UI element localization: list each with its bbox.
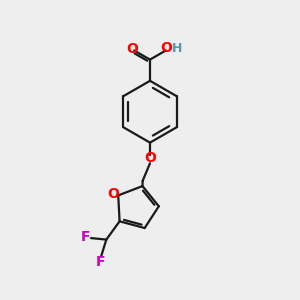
Text: F: F [81, 230, 91, 244]
Text: O: O [160, 41, 172, 55]
Text: F: F [96, 255, 105, 269]
Text: H: H [172, 42, 182, 55]
Text: O: O [108, 187, 119, 201]
Text: O: O [126, 42, 138, 56]
Text: O: O [144, 151, 156, 165]
